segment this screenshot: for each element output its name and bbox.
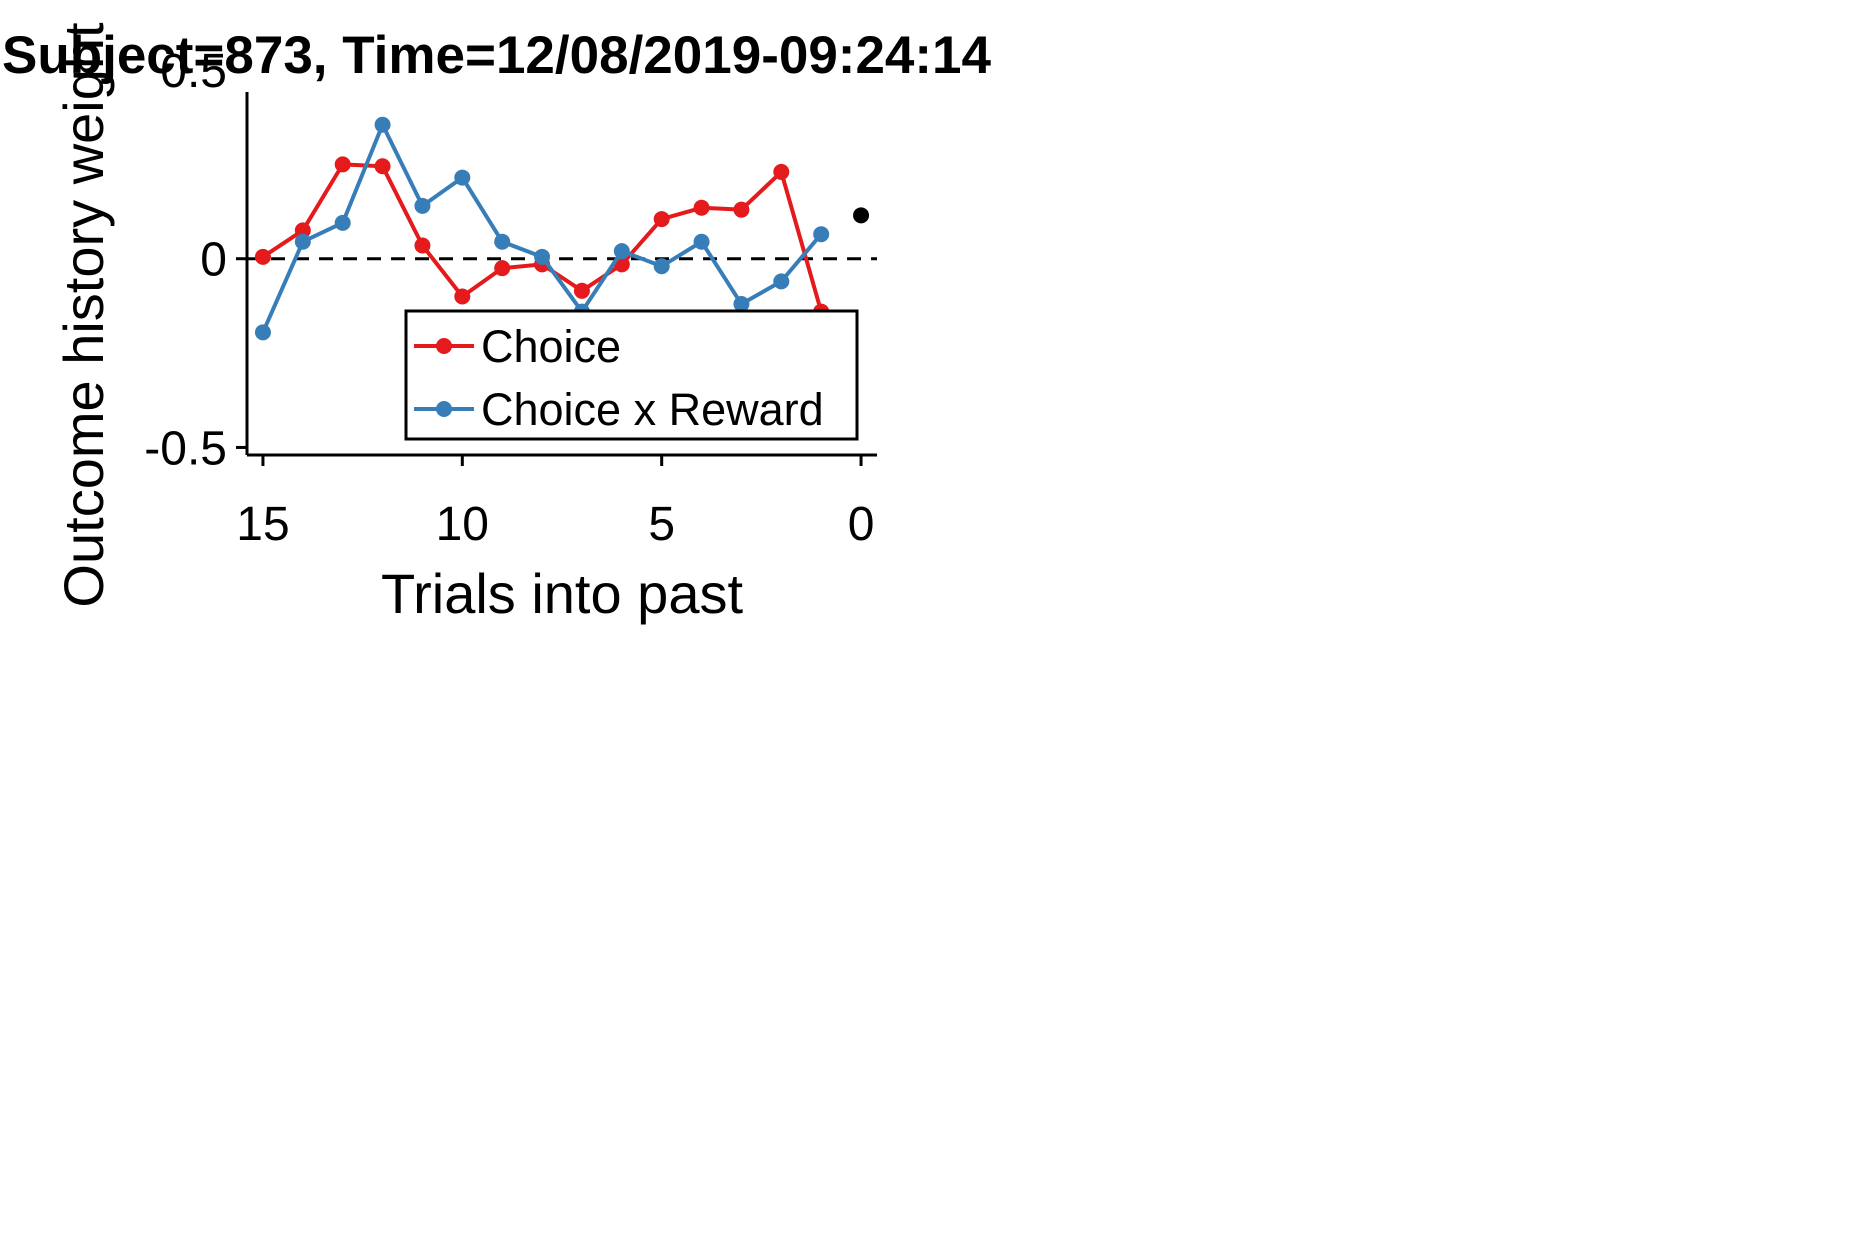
- data-point: [374, 116, 391, 133]
- y-axis: -0.5 0 0.5: [144, 45, 249, 475]
- data-point: [334, 156, 351, 173]
- legend-swatch-marker: [436, 338, 452, 354]
- y-axis-label: Outcome history weight: [52, 22, 115, 608]
- x-tick-label: 15: [236, 498, 289, 551]
- y-ticks: -0.5 0 0.5: [144, 45, 247, 475]
- data-point: [534, 248, 551, 265]
- x-axis-label: Trials into past: [381, 562, 744, 625]
- x-axis: 15 10 5 0: [236, 453, 877, 551]
- series-1: [254, 156, 830, 320]
- x-tick-label: 0: [848, 498, 875, 551]
- x-ticks: 15 10 5 0: [236, 455, 874, 551]
- data-point: [653, 258, 670, 275]
- chart-title: Subject=873, Time=12/08/2019-09:24:14: [2, 26, 992, 85]
- legend: Choice Choice x Reward: [404, 309, 859, 441]
- data-point: [733, 201, 750, 218]
- data-point: [454, 288, 471, 305]
- bias-point: [853, 207, 870, 224]
- y-tick-label: -0.5: [144, 422, 227, 475]
- legend-label: Choice x Reward: [481, 384, 824, 435]
- legend-swatch-marker: [436, 401, 452, 417]
- data-point: [573, 282, 590, 299]
- legend-entries: Choice Choice x Reward: [414, 321, 824, 435]
- data-point: [374, 158, 391, 175]
- data-point: [294, 233, 311, 250]
- data-point: [494, 260, 511, 277]
- data-point: [494, 233, 511, 250]
- data-point: [254, 324, 271, 341]
- data-point: [294, 222, 311, 239]
- series-line: [261, 162, 824, 313]
- legend-entry: Choice: [414, 321, 621, 372]
- data-point: [693, 233, 710, 250]
- series-layer: [254, 116, 830, 341]
- data-point: [414, 197, 431, 214]
- data-point: [414, 237, 431, 254]
- data-point: [334, 214, 351, 231]
- plot-area: [247, 116, 877, 341]
- data-point: [733, 296, 750, 313]
- data-point: [653, 211, 670, 228]
- data-point: [613, 243, 630, 260]
- data-point: [254, 248, 271, 265]
- series-2: [254, 116, 830, 341]
- legend-box: [404, 309, 859, 441]
- x-tick-label: 10: [436, 498, 489, 551]
- legend-label: Choice: [481, 321, 621, 372]
- data-point: [454, 169, 471, 186]
- x-tick-label: 5: [648, 498, 675, 551]
- data-point: [773, 273, 790, 290]
- data-point: [773, 163, 790, 180]
- legend-entry: Choice x Reward: [414, 384, 824, 435]
- data-point: [693, 199, 710, 216]
- y-tick-label: 0.5: [160, 45, 227, 98]
- y-tick-label: 0: [200, 234, 227, 287]
- data-point: [813, 226, 830, 243]
